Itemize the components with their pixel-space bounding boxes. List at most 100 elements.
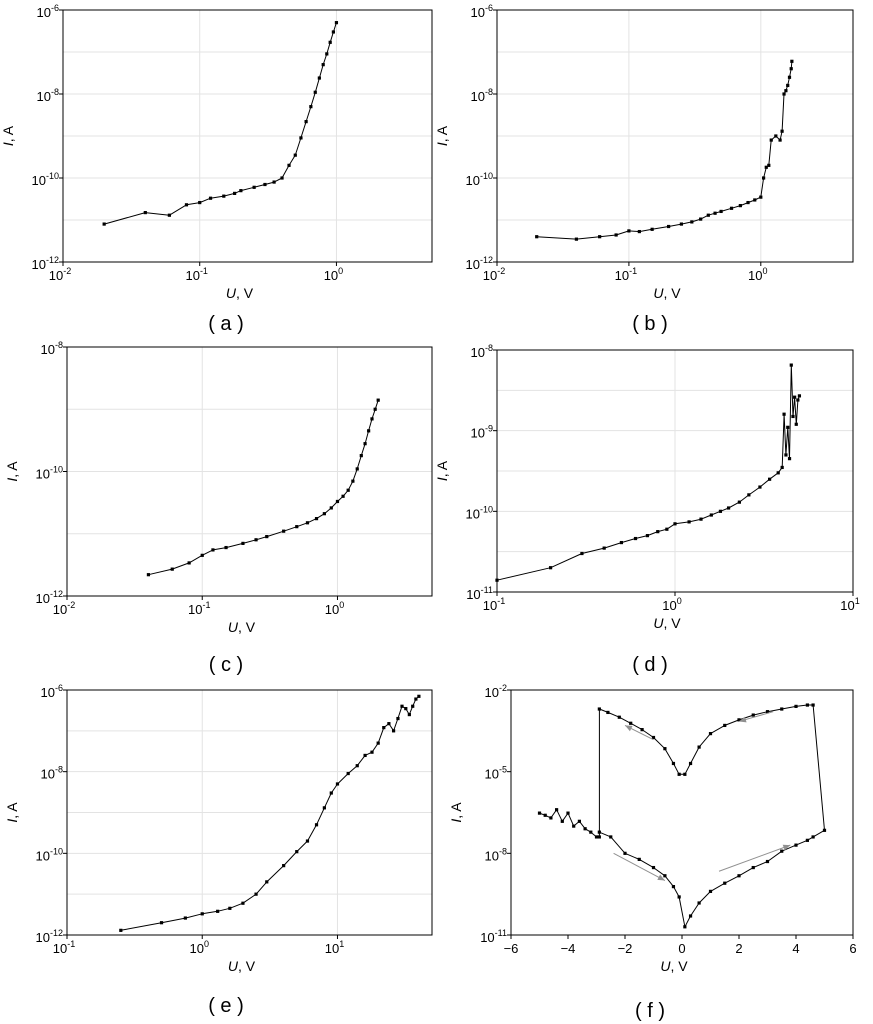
data-point <box>305 521 310 525</box>
direction-arrow <box>613 852 666 881</box>
data-point <box>329 506 333 510</box>
panel-label: ( c ) <box>209 654 243 676</box>
data-point <box>699 217 703 221</box>
data-point <box>295 525 299 529</box>
data-point <box>102 222 106 226</box>
x-tick-label-base: 10 <box>748 268 762 283</box>
data-point <box>417 694 421 698</box>
y-tick-label-exponent: -2 <box>499 683 507 693</box>
data-point <box>713 211 717 215</box>
data-point <box>759 195 763 199</box>
y-tick-label-base: 10 <box>37 89 51 104</box>
x-axis-variable: U <box>653 615 664 631</box>
data-series-line <box>104 22 337 225</box>
x-axis-title: U, V <box>653 615 681 631</box>
data-point <box>341 494 345 498</box>
data-point <box>794 422 798 426</box>
y-tick-label-base: 10 <box>36 930 50 945</box>
data-point <box>560 819 564 823</box>
data-point <box>241 901 245 905</box>
panel-label: ( d ) <box>632 654 668 676</box>
data-point <box>637 857 641 861</box>
data-point <box>119 928 123 932</box>
data-point <box>787 75 792 79</box>
data-point <box>404 707 408 711</box>
arrow-shaft <box>613 852 666 881</box>
x-tick-label-exponent: 1 <box>339 939 344 949</box>
x-axis-variable: U <box>653 285 664 301</box>
y-tick-label: 10-11 <box>480 928 507 945</box>
data-point <box>784 453 788 457</box>
y-tick-label-base: 10 <box>41 767 55 782</box>
data-point <box>583 827 587 831</box>
x-tick-label: 10-2 <box>49 266 71 283</box>
x-axis-unit: , V <box>236 285 254 301</box>
data-point <box>796 398 800 402</box>
y-tick-label: 10-8 <box>471 343 493 360</box>
data-point <box>200 553 204 557</box>
x-tick-label: −4 <box>561 941 576 956</box>
data-point <box>637 229 641 234</box>
plot-frame <box>496 9 854 263</box>
data-point <box>263 182 267 187</box>
data-point <box>697 901 701 905</box>
data-point <box>222 194 226 198</box>
y-tick-label-exponent: -11 <box>481 585 493 595</box>
y-tick-label-exponent: -10 <box>480 504 493 514</box>
x-tick-label: 10-1 <box>53 939 75 956</box>
data-point <box>367 429 371 433</box>
data-point <box>325 52 329 56</box>
data-point <box>346 771 350 776</box>
x-axis-unit: , V <box>664 615 682 631</box>
y-tick-label: 10-8 <box>471 87 493 104</box>
data-point <box>787 457 792 461</box>
data-point <box>709 513 713 517</box>
y-tick-label: 10-10 <box>36 846 63 863</box>
y-tick-label-base: 10 <box>485 767 499 782</box>
x-tick-label: 101 <box>840 596 859 613</box>
y-axis-unit: , A <box>434 125 450 142</box>
y-axis-variable: I <box>434 142 450 146</box>
y-tick-label: 10-6 <box>471 3 493 20</box>
data-point <box>254 892 258 896</box>
data-point <box>359 454 363 458</box>
data-point <box>663 747 667 751</box>
x-tick-label: 100 <box>748 266 767 283</box>
data-point <box>328 40 332 44</box>
data-point <box>351 479 355 483</box>
x-tick-label-base: 10 <box>483 598 497 613</box>
y-tick-label: 10-10 <box>36 465 63 482</box>
y-tick-label-exponent: -10 <box>50 846 63 856</box>
data-point <box>651 735 656 740</box>
data-point <box>252 185 256 189</box>
y-tick-label-base: 10 <box>485 685 499 700</box>
data-point <box>299 136 303 140</box>
x-tick-label-exponent: -2 <box>497 266 505 276</box>
x-tick-label-exponent: 1 <box>855 596 860 606</box>
data-point <box>663 874 667 878</box>
data-point <box>718 509 723 513</box>
data-point <box>414 697 418 701</box>
data-point <box>790 59 794 63</box>
data-point <box>572 824 576 828</box>
data-point <box>651 865 656 870</box>
x-tick-label-base: 2 <box>735 941 742 956</box>
data-point <box>602 546 606 550</box>
x-tick-label-base: 10 <box>483 268 497 283</box>
y-tick-label-base: 10 <box>466 173 480 188</box>
data-point <box>699 517 703 521</box>
y-axis-unit: , A <box>4 802 20 819</box>
plot-frame <box>62 9 433 263</box>
data-point <box>656 530 660 534</box>
y-axis-variable: I <box>4 478 20 482</box>
x-axis-unit: , V <box>238 958 256 974</box>
arrow-head <box>782 844 791 851</box>
y-tick-label: 10-12 <box>36 928 63 945</box>
data-point <box>764 165 768 169</box>
x-axis-title: U, V <box>228 958 256 974</box>
data-point <box>719 209 723 214</box>
